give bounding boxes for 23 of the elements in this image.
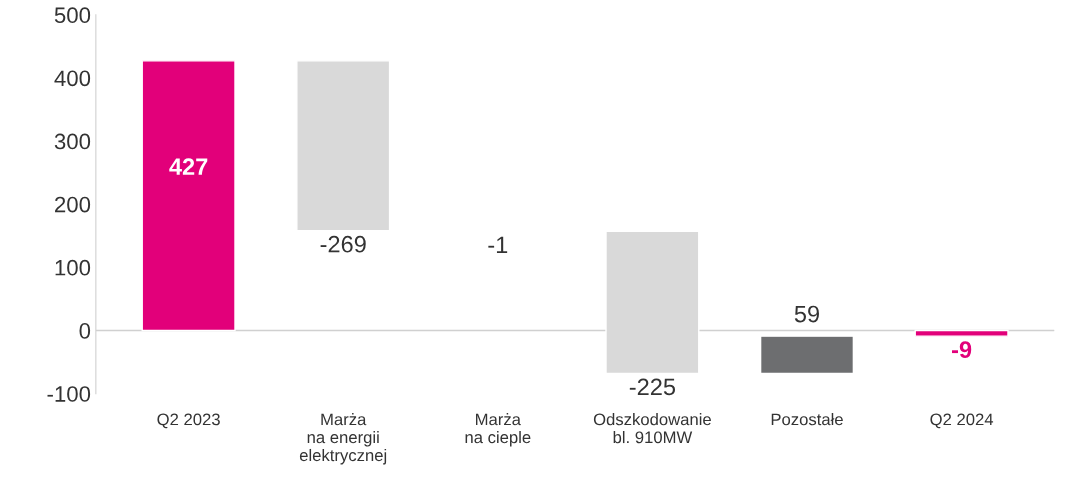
x-tick-label: Q2 2023 [157,413,220,429]
y-tick-label: 400 [54,70,91,87]
x-tick-label: Odszkodowanie bl. 910MW [593,413,711,444]
data-label: -1 [488,236,508,253]
data-label: -269 [320,235,366,253]
x-tick-label: Marża na cieple [465,413,531,447]
y-tick-label: 500 [54,7,91,24]
data-label: -9 [952,341,972,359]
bar [296,60,391,232]
data-label: 59 [794,305,820,323]
y-tick-label: 100 [55,259,91,276]
y-tick-label: 300 [54,133,91,150]
y-tick-label: -100 [47,386,91,402]
x-tick-label: Q2 2024 [930,413,994,429]
y-tick-label: 0 [79,322,91,339]
x-tick-label: Pozostałe [771,413,843,426]
bar [914,329,1009,337]
bar [759,335,855,375]
x-tick-label: Marża na energii elektrycznej [299,413,387,465]
data-label: 427 [169,158,208,175]
bar [141,60,236,332]
data-label: -225 [629,378,676,396]
y-tick-label: 200 [55,196,91,213]
